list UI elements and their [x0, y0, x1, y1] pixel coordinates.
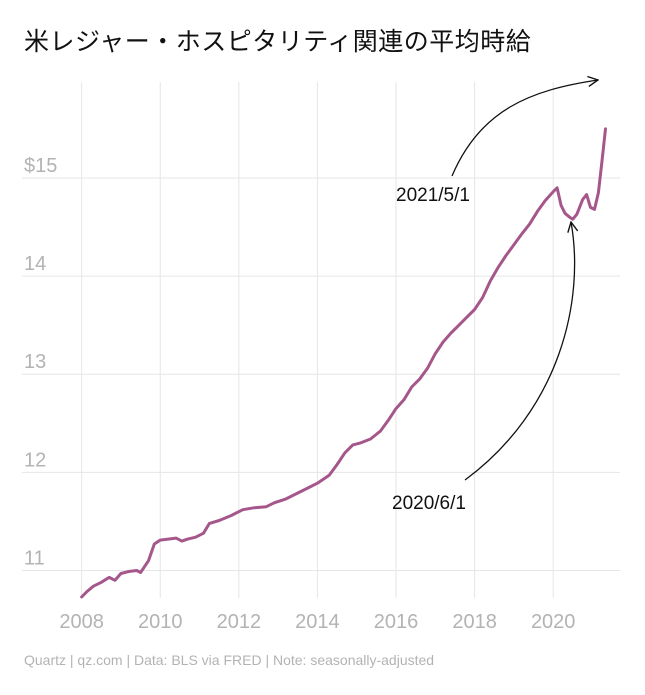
- annotation-label-2020-6-1: 2020/6/1: [392, 493, 466, 514]
- y-axis-ticks: 11 12 13 14 $15: [24, 155, 57, 570]
- series-line-hourly-wage: [80, 127, 607, 599]
- y-tick-label-11: 11: [24, 548, 45, 570]
- x-axis-ticks: 2008 2010 2012 2014 2016 2018 2020: [59, 611, 575, 633]
- y-gridlines: [22, 177, 620, 572]
- x-tick-label-2016: 2016: [374, 611, 419, 633]
- y-tick-label-12: 12: [24, 449, 46, 471]
- x-tick-label-2008: 2008: [59, 611, 104, 633]
- x-tick-label-2010: 2010: [138, 611, 183, 633]
- x-tick-label-2020: 2020: [531, 611, 576, 633]
- y-tick-label-13: 13: [24, 351, 46, 373]
- chart-title: 米レジャー・ホスピタリティ関連の平均時給: [24, 27, 532, 56]
- x-tick-label-2014: 2014: [295, 611, 340, 633]
- source-footer: Quartz | qz.com | Data: BLS via FRED | N…: [24, 652, 435, 668]
- y-tick-label-14: 14: [24, 253, 46, 275]
- x-tick-label-2012: 2012: [217, 611, 262, 633]
- x-tick-label-2018: 2018: [452, 611, 497, 633]
- annotation-arrow-2020-6-1: [464, 222, 575, 481]
- x-gridlines: [81, 82, 554, 598]
- annotation-arrow-2021-5-1: [451, 80, 598, 177]
- y-tick-label-15: $15: [24, 155, 57, 177]
- annotation-label-2021-5-1: 2021/5/1: [396, 185, 470, 206]
